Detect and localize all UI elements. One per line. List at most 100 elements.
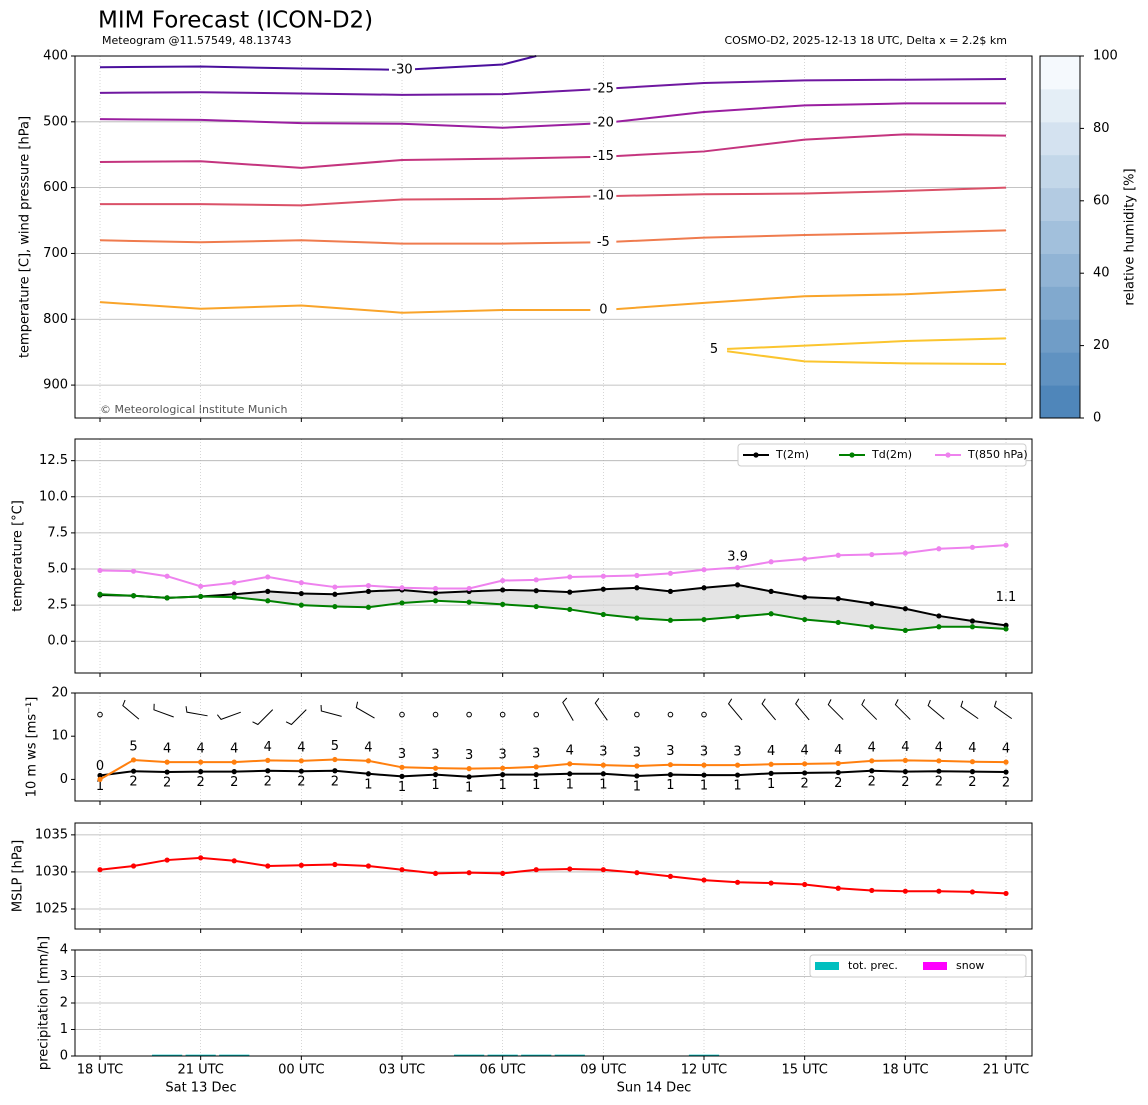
y-tick-label: 10.0 [39, 489, 68, 504]
marker [667, 570, 674, 576]
marker [500, 587, 506, 593]
legend-box [809, 954, 1027, 978]
colorbar-label: relative humidity [%] [1123, 168, 1138, 305]
marker [365, 863, 372, 869]
marker [768, 611, 774, 617]
y-tick-label: 10 [51, 729, 68, 744]
marker [701, 616, 707, 623]
legend-swatch [815, 962, 839, 970]
value-label: 2 [297, 775, 305, 790]
wind-barb [562, 697, 574, 721]
y-tick-label: 500 [43, 114, 68, 129]
value-label: 4 [197, 742, 205, 757]
series-line [99, 544, 1007, 590]
y-tick-label: 800 [43, 312, 68, 327]
marker [466, 585, 472, 592]
legend-label: T(2m) [775, 448, 809, 461]
value-label: 4 [264, 740, 272, 755]
value-label: 3 [431, 748, 439, 763]
annotation: 3.9 [727, 549, 748, 564]
marker [231, 769, 237, 775]
value-label: 2 [163, 776, 171, 791]
marker [500, 601, 506, 607]
marker [567, 574, 573, 580]
legend-label: Td(2m) [871, 448, 912, 461]
colorbar-tick-label: 0 [1093, 411, 1101, 426]
isotherm [99, 55, 537, 71]
colorbar-band [1040, 56, 1080, 90]
value-label: 1 [566, 777, 574, 792]
wind-barb [927, 699, 945, 720]
value-label: 3 [499, 748, 507, 763]
marker [902, 769, 908, 775]
colorbar-frame [1039, 55, 1081, 419]
colorbar-band [1040, 286, 1080, 320]
value-label: 3 [398, 747, 406, 762]
marker [365, 604, 372, 610]
marker [701, 772, 707, 778]
marker [432, 585, 439, 592]
isotherm-label-bg [590, 115, 617, 132]
y-tick-label: 3 [60, 969, 68, 984]
marker [869, 624, 875, 630]
marker [533, 772, 539, 778]
marker [500, 765, 506, 771]
value-label: 1 [733, 779, 741, 794]
y-tick-label: 7.5 [47, 525, 68, 540]
colorbar-band [1040, 220, 1080, 254]
isotherm-label-bg [590, 302, 617, 319]
x-tick-label: 18 UTC [882, 1063, 928, 1078]
calm-marker [499, 711, 506, 718]
marker [936, 758, 942, 764]
x-tick-label: 18 UTC [77, 1063, 123, 1078]
marker [734, 772, 741, 778]
calm-marker [634, 711, 640, 718]
bar [487, 1054, 518, 1056]
isotherm-label: 0 [599, 303, 607, 318]
marker [969, 618, 976, 624]
isotherm-label-bg [701, 341, 728, 358]
colorbar-band [1040, 121, 1080, 156]
value-label: 1 [431, 778, 439, 793]
marker [97, 567, 103, 574]
legend-swatch [923, 962, 947, 970]
calm-marker [701, 711, 707, 718]
marker [399, 867, 405, 873]
wind-barb [252, 709, 274, 726]
wind-barb [122, 699, 140, 720]
marker [969, 624, 976, 630]
marker [533, 764, 539, 770]
calm-marker [667, 711, 674, 718]
marker [600, 867, 606, 873]
value-label: 1 [465, 780, 473, 795]
value-label: 2 [197, 775, 205, 790]
x-tick-label: 12 UTC [681, 1063, 727, 1078]
wind-barb [960, 700, 979, 720]
marker [567, 589, 573, 595]
y-tick-label: 12.5 [39, 453, 68, 468]
wind-line [99, 769, 1007, 778]
marker [500, 772, 506, 778]
value-label: 4 [834, 743, 842, 758]
marker [432, 870, 439, 877]
value-label: 2 [230, 775, 238, 790]
value-label: 4 [230, 742, 238, 757]
colorbar-band [1040, 319, 1080, 353]
legend-marker [753, 452, 759, 458]
subtitle: Meteogram @11.57549, 48.13743 [102, 34, 292, 47]
isotherm-label: -30 [391, 62, 412, 77]
marker [466, 774, 472, 780]
marker [600, 771, 606, 777]
marker [332, 756, 338, 763]
value-label: 3 [532, 746, 540, 761]
copyright: © Meteorological Institute Munich [100, 403, 287, 416]
marker [802, 594, 808, 600]
marker [164, 769, 170, 775]
marker [667, 772, 674, 778]
value-label: 4 [801, 743, 809, 758]
value-label: 4 [968, 741, 976, 756]
plot-frame [74, 438, 1033, 674]
value-label: 2 [901, 775, 909, 790]
marker [164, 759, 170, 765]
marker [97, 772, 103, 779]
